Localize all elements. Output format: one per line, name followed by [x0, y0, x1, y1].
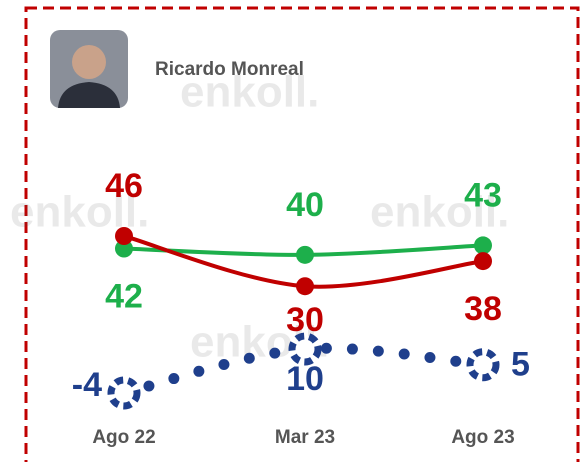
x-tick-label: Ago 22 [92, 427, 155, 448]
marker [474, 236, 492, 254]
value-label: 10 [286, 360, 324, 398]
marker [296, 246, 314, 264]
marker [115, 227, 133, 245]
marker [292, 336, 318, 362]
x-tick-label: Ago 23 [451, 427, 514, 448]
value-label: 43 [464, 176, 502, 214]
marker [474, 252, 492, 270]
photo-face [72, 45, 106, 79]
value-label: 42 [105, 278, 143, 316]
value-label: -4 [72, 366, 102, 404]
value-label: 40 [286, 186, 324, 224]
marker [111, 380, 137, 406]
value-label: 5 [511, 346, 530, 384]
chart: Ricardo Monreal enkoll. enkoll. enkoll. … [0, 0, 583, 462]
value-label: 38 [464, 290, 502, 328]
watermark: enkoll. [180, 68, 319, 117]
x-tick-label: Mar 23 [275, 427, 335, 448]
value-label: 30 [286, 301, 324, 339]
marker [296, 277, 314, 295]
marker [470, 352, 496, 378]
value-label: 46 [105, 167, 143, 205]
